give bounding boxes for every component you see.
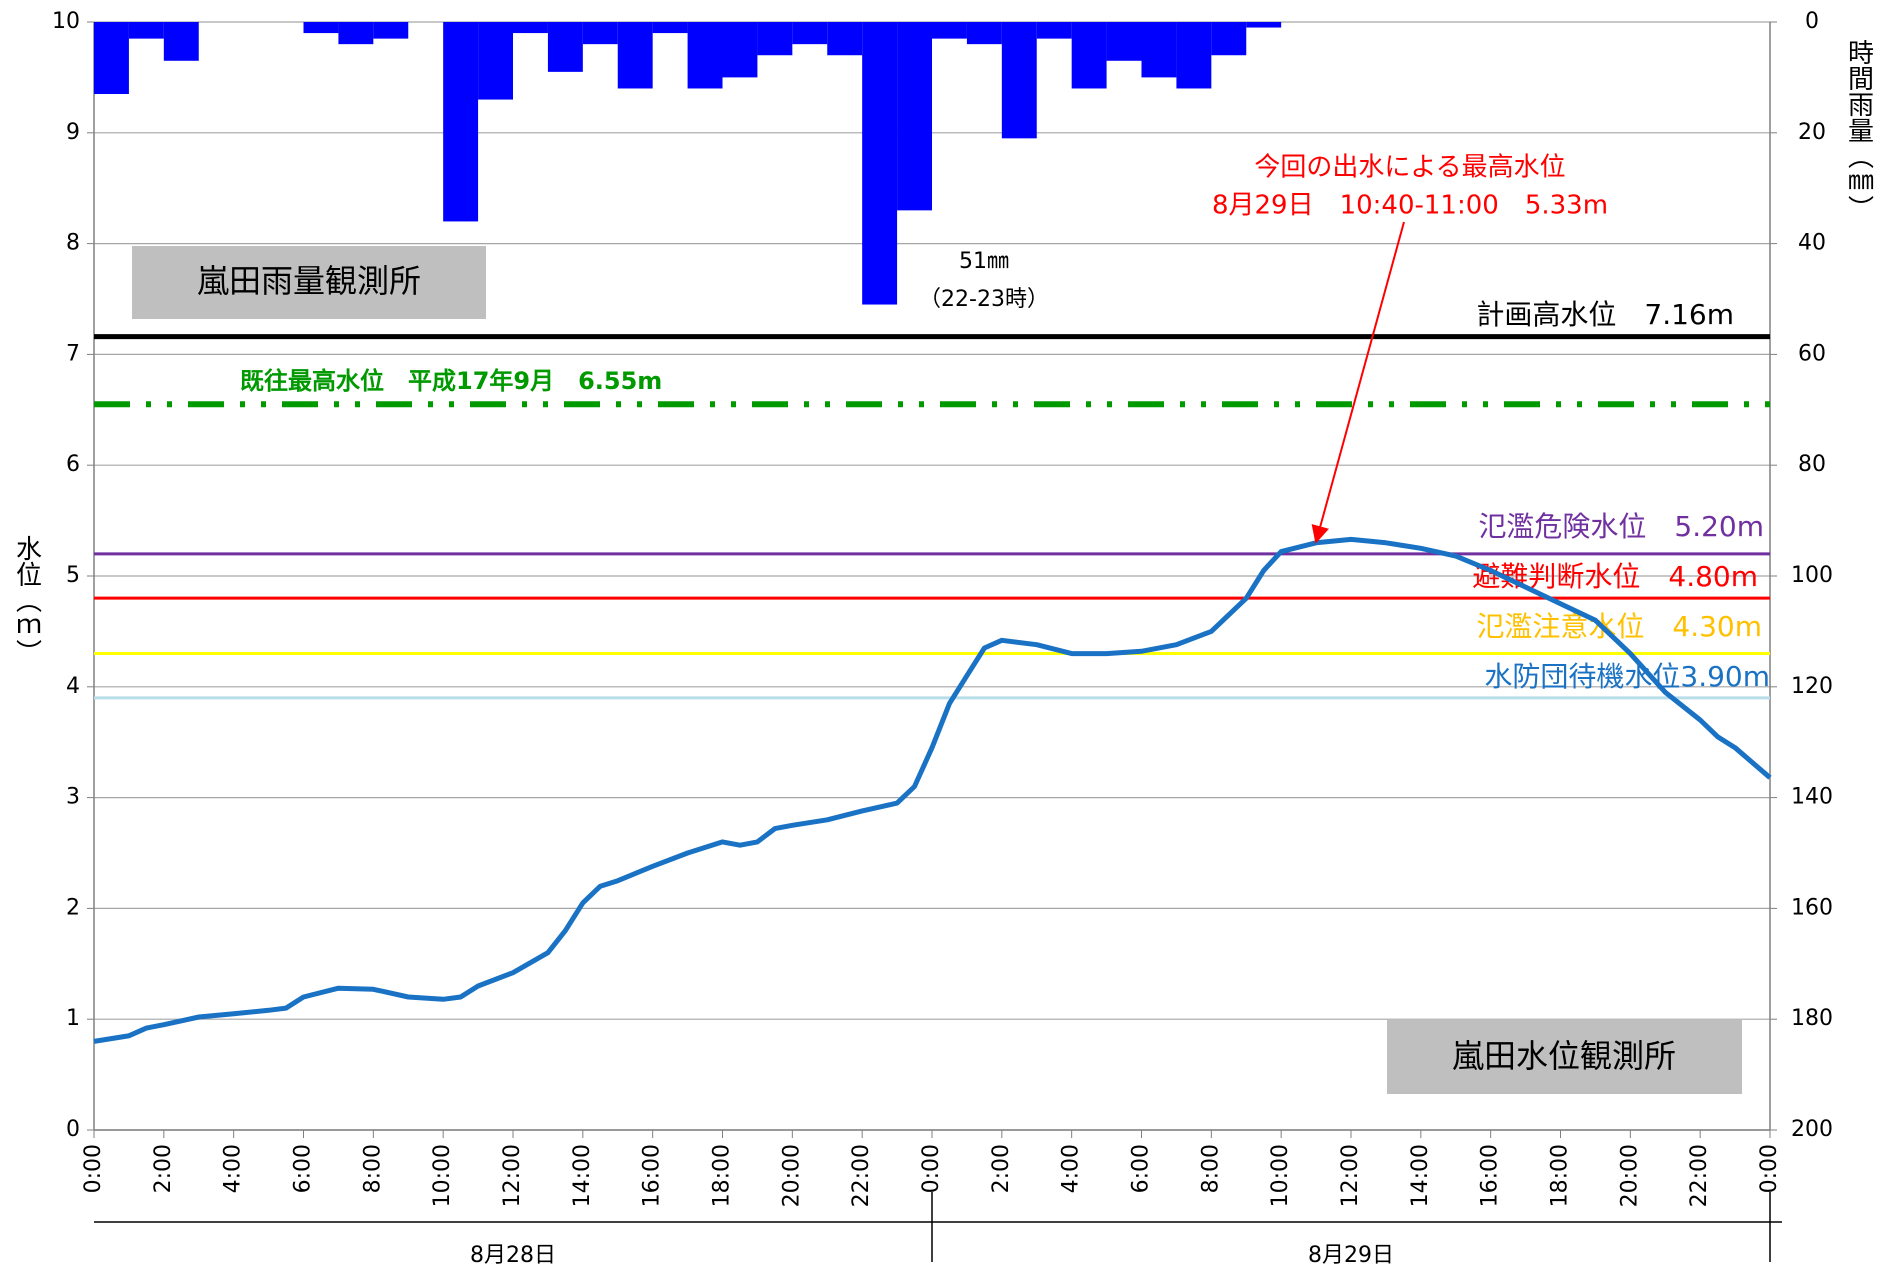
group-label: 8月29日 (1308, 1243, 1394, 1267)
y2-tick-label: 200 (1791, 1117, 1833, 1142)
y2-tick-label: 20 (1798, 120, 1826, 145)
rain-bar (1001, 22, 1037, 139)
y-tick-label: 10 (52, 9, 80, 34)
x-tick-label: 22:00 (849, 1144, 874, 1207)
rain-bar (513, 22, 548, 34)
y-tick-label: 9 (66, 120, 80, 145)
y-tick-label: 0 (66, 1117, 80, 1142)
y-tick-label: 1 (66, 1006, 80, 1031)
x-tick-label: 16:00 (1478, 1144, 1503, 1207)
rain-bar (1211, 22, 1247, 56)
group-label: 8月28日 (470, 1243, 556, 1267)
rain-bar (303, 22, 339, 34)
rain-bar (722, 22, 758, 78)
x-tick-label: 22:00 (1687, 1144, 1712, 1207)
station-box (132, 246, 486, 319)
rain-bar (547, 22, 583, 72)
station-label: 嵐田雨量観測所 (197, 262, 421, 300)
y2-tick-label: 80 (1798, 452, 1826, 477)
reference-label: 氾濫危険水位 5.20m (1478, 510, 1764, 543)
x-tick-label: 8:00 (360, 1144, 385, 1193)
reference-label: 氾濫注意水位 4.30m (1476, 610, 1762, 643)
x-tick-label: 18:00 (710, 1144, 735, 1207)
y-tick-label: 8 (66, 231, 80, 256)
water-level-line (93, 536, 1772, 1044)
y2-tick-label: 0 (1805, 9, 1819, 34)
y2-tick-label: 40 (1798, 231, 1826, 256)
rain-bar (966, 22, 1002, 45)
y2-tick-label: 60 (1798, 341, 1826, 366)
x-tick-label: 20:00 (779, 1144, 804, 1207)
x-tick-label: 0:00 (1757, 1144, 1782, 1193)
rain-bar (932, 22, 967, 39)
x-tick-label: 14:00 (1408, 1144, 1433, 1207)
station-label: 嵐田水位観測所 (1452, 1037, 1676, 1075)
y-tick-label: 5 (66, 563, 80, 588)
y-tick-label: 6 (66, 452, 80, 477)
y2-tick-label: 120 (1791, 674, 1833, 699)
x-tick-label: 4:00 (1059, 1144, 1084, 1193)
rain-bar (792, 22, 828, 45)
reference-label: 水防団待機水位3.90m (1484, 660, 1770, 693)
rain-bar (617, 22, 653, 89)
rain-bar (827, 22, 863, 56)
y-tick-label: 3 (66, 785, 80, 810)
y-tick-label: 7 (66, 341, 80, 366)
y-tick-label: 2 (66, 895, 80, 920)
x-tick-label: 14:00 (570, 1144, 595, 1207)
rain-bar (373, 22, 409, 39)
y2-tick-label: 160 (1791, 895, 1833, 920)
rain-bar (1106, 22, 1142, 61)
peak-annotation: 8月29日 10:40-11:00 5.33m (1212, 191, 1608, 221)
y2-tick-label: 100 (1791, 563, 1833, 588)
rain-bar (443, 22, 479, 222)
x-tick-label: 6:00 (291, 1144, 316, 1193)
rain-bar (1071, 22, 1107, 89)
reference-label: 既往最高水位 平成17年9月 6.55m (240, 367, 662, 395)
x-tick-label: 8:00 (1198, 1144, 1223, 1193)
station-box (1387, 1020, 1742, 1094)
rain-bar (652, 22, 688, 34)
x-tick-label: 10:00 (1268, 1144, 1293, 1207)
x-tick-label: 16:00 (640, 1144, 665, 1207)
rain-bar (338, 22, 374, 45)
rain-bar (94, 22, 129, 95)
x-tick-label: 2:00 (989, 1144, 1014, 1193)
rain-bar (862, 22, 898, 305)
rain-bar (897, 22, 932, 211)
peak-arrow (1311, 221, 1405, 544)
x-tick-label: 20:00 (1617, 1144, 1642, 1207)
peak-annotation: 今回の出水による最高水位 (1254, 153, 1565, 183)
rain-bar (687, 22, 723, 89)
x-tick-label: 2:00 (151, 1144, 176, 1193)
y2-axis-label: 時間雨量（㎜） (1844, 39, 1874, 221)
x-tick-label: 12:00 (500, 1144, 525, 1207)
rain-annotation: 51㎜ (959, 249, 1009, 274)
rain-annotation: （22-23時） (919, 287, 1049, 312)
x-tick-label: 0:00 (919, 1144, 944, 1193)
rain-bar (128, 22, 164, 39)
y2-tick-label: 140 (1791, 785, 1833, 810)
x-tick-label: 6:00 (1129, 1144, 1154, 1193)
rain-bar (478, 22, 513, 100)
x-tick-label: 18:00 (1548, 1144, 1573, 1207)
rain-bar (163, 22, 199, 61)
rain-bar (757, 22, 793, 56)
reference-label: 計画高水位 7.16m (1476, 298, 1734, 331)
x-tick-label: 12:00 (1338, 1144, 1363, 1207)
y-tick-label: 4 (66, 674, 80, 699)
rain-bar (1176, 22, 1212, 89)
rain-bar (582, 22, 618, 45)
x-tick-label: 4:00 (221, 1144, 246, 1193)
x-tick-label: 0:00 (81, 1144, 106, 1193)
x-tick-label: 10:00 (430, 1144, 455, 1207)
y2-tick-label: 180 (1791, 1006, 1833, 1031)
rain-bar (1036, 22, 1072, 39)
y-axis-label: 水位（ｍ） (12, 535, 42, 665)
rain-bar (1246, 22, 1282, 28)
rain-bar (1141, 22, 1177, 78)
reference-label: 避難判断水位 4.80m (1472, 560, 1758, 593)
